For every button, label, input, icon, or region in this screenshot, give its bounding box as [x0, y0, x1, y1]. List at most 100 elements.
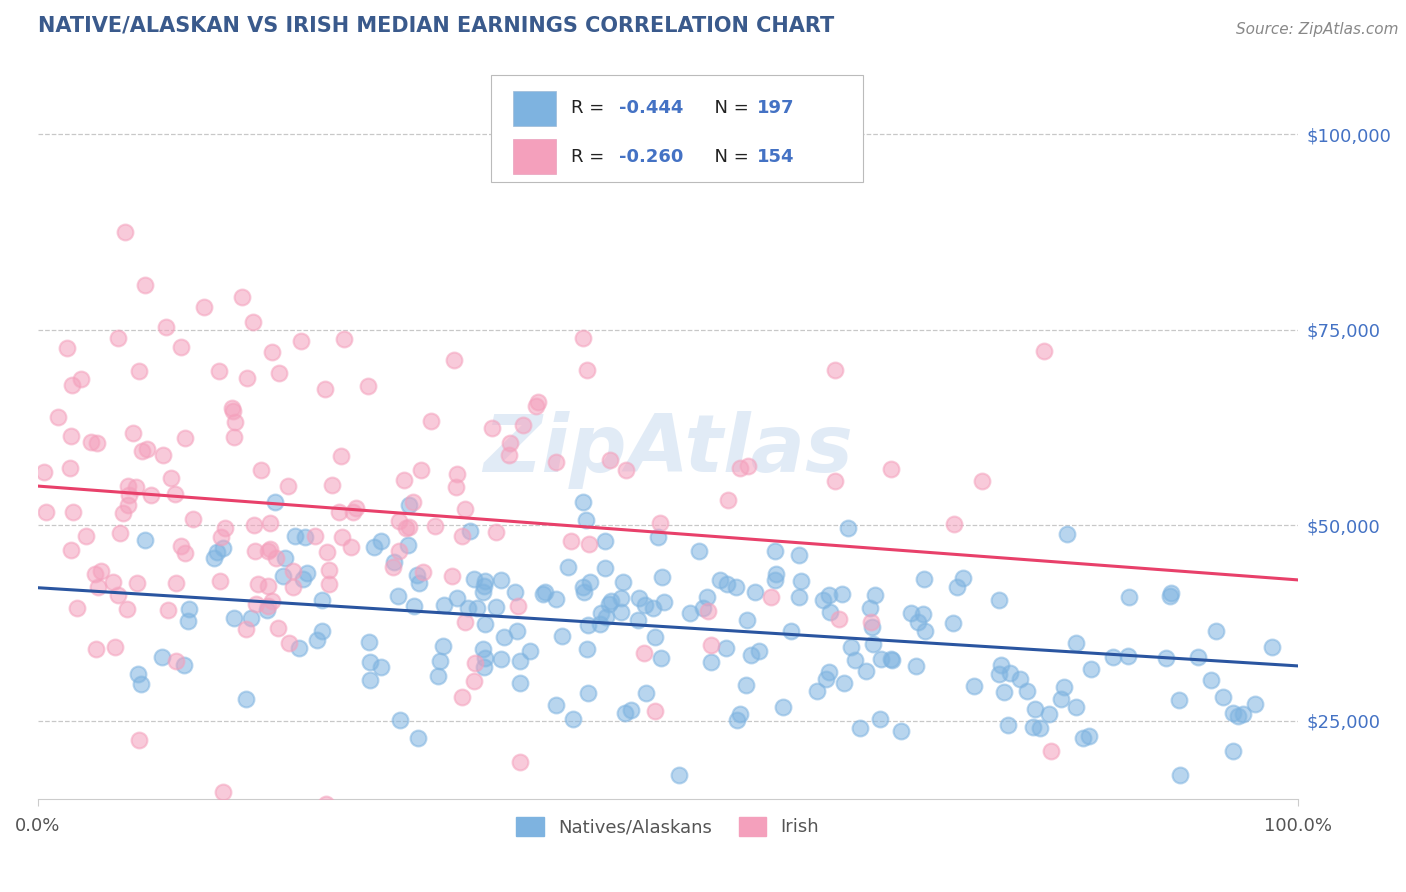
Point — [278, 635, 301, 649]
Point — [221, 401, 243, 415]
Point — [135, 442, 157, 456]
Point — [370, 533, 392, 548]
Point — [1015, 684, 1038, 698]
Point — [650, 651, 672, 665]
Point — [634, 598, 657, 612]
Text: ZipAtlas: ZipAtlas — [482, 410, 852, 489]
Point — [610, 605, 633, 619]
Point — [245, 597, 267, 611]
Point — [855, 664, 877, 678]
Point — [600, 593, 623, 607]
Point — [904, 658, 927, 673]
Point — [160, 471, 183, 485]
Point — [432, 598, 454, 612]
Point — [734, 678, 756, 692]
Point — [1064, 636, 1087, 650]
FancyBboxPatch shape — [513, 91, 555, 126]
Point — [267, 621, 290, 635]
Point — [318, 576, 340, 591]
Point — [527, 394, 550, 409]
Point — [429, 654, 451, 668]
Point — [205, 544, 228, 558]
Point — [398, 498, 420, 512]
Point — [110, 525, 132, 540]
Point — [489, 652, 512, 666]
Point — [443, 353, 465, 368]
Text: 197: 197 — [758, 99, 794, 118]
Point — [1168, 768, 1191, 782]
Text: R =: R = — [571, 99, 610, 118]
Point — [970, 475, 993, 489]
Point — [242, 315, 264, 329]
Point — [70, 371, 93, 385]
Point — [125, 575, 148, 590]
Point — [1022, 720, 1045, 734]
Point — [409, 463, 432, 477]
Point — [1222, 744, 1244, 758]
Point — [129, 676, 152, 690]
Point — [134, 277, 156, 292]
Point — [576, 686, 599, 700]
Point — [457, 600, 479, 615]
Point — [818, 605, 841, 619]
Point — [394, 520, 416, 534]
Point — [277, 479, 299, 493]
Point — [464, 656, 486, 670]
Point — [212, 541, 235, 555]
Point — [170, 340, 193, 354]
Point — [235, 370, 257, 384]
Point — [263, 495, 285, 509]
Point — [824, 475, 846, 489]
Point — [315, 797, 337, 812]
Point — [737, 458, 759, 473]
Point — [381, 559, 404, 574]
Point — [260, 594, 283, 608]
Point — [307, 633, 329, 648]
Point — [208, 574, 231, 588]
Point — [35, 505, 58, 519]
Point — [181, 512, 204, 526]
Point — [571, 580, 593, 594]
Point — [86, 642, 108, 657]
Point — [370, 659, 392, 673]
Point — [709, 573, 731, 587]
Point — [579, 574, 602, 589]
Point — [66, 601, 89, 615]
Point — [1071, 731, 1094, 746]
Point — [744, 585, 766, 599]
Legend: Natives/Alaskans, Irish: Natives/Alaskans, Irish — [508, 808, 828, 846]
Point — [578, 537, 600, 551]
Point — [860, 615, 883, 629]
Point — [491, 573, 513, 587]
Point — [107, 588, 129, 602]
FancyBboxPatch shape — [513, 138, 555, 174]
Point — [860, 620, 883, 634]
Point — [339, 541, 361, 555]
Point — [772, 699, 794, 714]
Point — [779, 624, 801, 638]
Point — [134, 533, 156, 548]
Point — [152, 448, 174, 462]
Point — [1064, 699, 1087, 714]
Point — [256, 603, 278, 617]
Point — [509, 676, 531, 690]
Point — [396, 538, 419, 552]
Point — [763, 574, 786, 588]
Point — [740, 648, 762, 662]
Point — [80, 435, 103, 450]
Point — [114, 226, 136, 240]
Point — [837, 521, 859, 535]
Point — [787, 548, 810, 562]
Point — [824, 363, 846, 377]
Point — [1040, 744, 1063, 758]
Point — [107, 331, 129, 345]
Point — [222, 403, 245, 417]
Point — [304, 529, 326, 543]
Point — [1024, 702, 1046, 716]
Point — [524, 400, 547, 414]
Point — [474, 617, 496, 632]
Point — [614, 463, 637, 477]
Point — [1187, 650, 1209, 665]
Point — [806, 684, 828, 698]
Point — [402, 599, 425, 613]
